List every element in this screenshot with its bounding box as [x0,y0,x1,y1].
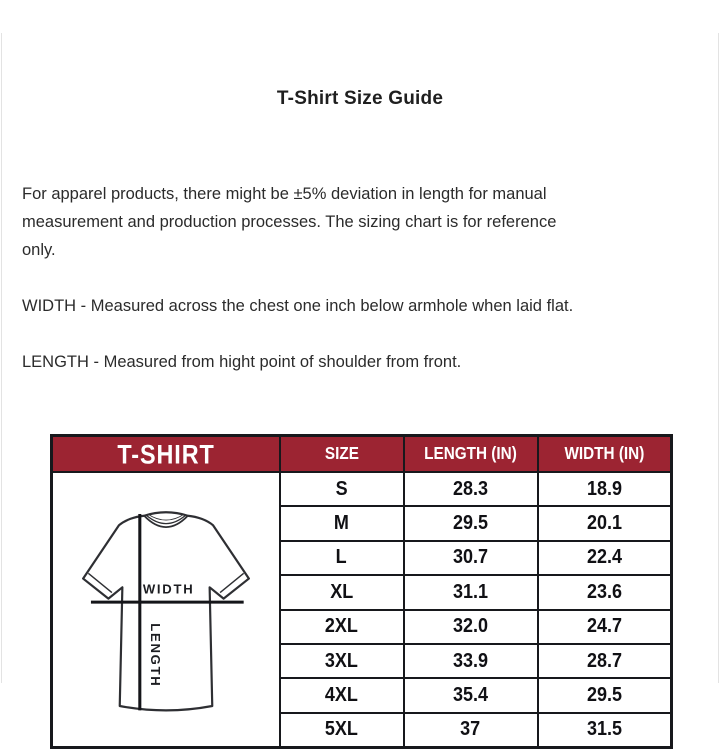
size-cell: 2XL [278,608,405,645]
length-cell: 31.1 [402,574,539,611]
width-label: WIDTH [143,581,195,596]
column-header-length: LENGTH (IN) [402,434,539,473]
size-cell: 5XL [278,711,405,749]
product-label: T-SHIRT [117,438,215,469]
collar-rib-line [145,513,187,524]
table-row: XL 31.1 23.6 [52,574,673,611]
size-cell: S [278,470,405,508]
length-cell: 35.4 [402,677,539,714]
width-cell: 24.7 [536,608,673,645]
length-cell: 32.0 [402,608,539,645]
size-cell: L [278,539,405,577]
table-row: WIDTH LENGTH S 28.3 18.9 [50,470,673,749]
left-sleeve-hem [87,572,113,593]
length-definition-note: LENGTH - Measured from hight point of sh… [22,353,462,371]
product-header-cell: T-SHIRT [50,434,281,473]
tshirt-outline [81,510,250,712]
width-cell: 31.5 [536,711,673,749]
width-cell: 28.7 [536,642,673,680]
size-cell: XL [278,574,405,611]
width-cell: 23.6 [536,574,673,611]
length-cell: 37 [402,711,539,749]
table-row: 3XL 33.9 28.7 [52,642,673,680]
card-left-edge [1,33,2,683]
width-cell: 20.1 [536,505,673,542]
tshirt-illustration: WIDTH LENGTH [81,510,250,712]
width-definition-note: WIDTH - Measured across the chest one in… [22,297,574,315]
size-cell: 4XL [278,677,405,714]
page-title: T-Shirt Size Guide [276,88,444,109]
length-cell: 28.3 [402,470,539,508]
length-cell: 29.5 [402,505,539,542]
width-cell: 18.9 [536,470,673,508]
table-row: 4XL 35.4 29.5 [52,677,673,714]
column-header-size: SIZE [278,434,405,473]
length-cell: 33.9 [402,642,539,680]
table-row: 2XL 32.0 24.7 [52,608,673,645]
deviation-paragraph: For apparel products, there might be ±5%… [22,185,557,259]
size-cell: M [278,505,405,542]
size-cell: 3XL [278,642,405,680]
card-right-edge [718,33,719,683]
tshirt-diagram-cell: WIDTH LENGTH [50,471,281,749]
length-cell: 30.7 [402,539,539,577]
collar-rib-line [147,513,185,521]
collar-band [143,514,189,528]
length-label: LENGTH [148,623,163,687]
intro-text-block: For apparel products, there might be ±5%… [22,152,688,404]
table-row: M 29.5 20.1 [52,505,673,542]
width-cell: 29.5 [536,677,673,714]
table-header-row: T-SHIRT SIZE LENGTH (IN) WIDTH (IN) [50,434,673,473]
right-sleeve-hem [219,572,244,593]
width-cell: 22.4 [536,539,673,577]
size-table: T-SHIRT SIZE LENGTH (IN) WIDTH (IN) WIDT… [50,434,673,749]
column-header-width: WIDTH (IN) [536,434,673,473]
table-row: L 30.7 22.4 [52,539,673,577]
